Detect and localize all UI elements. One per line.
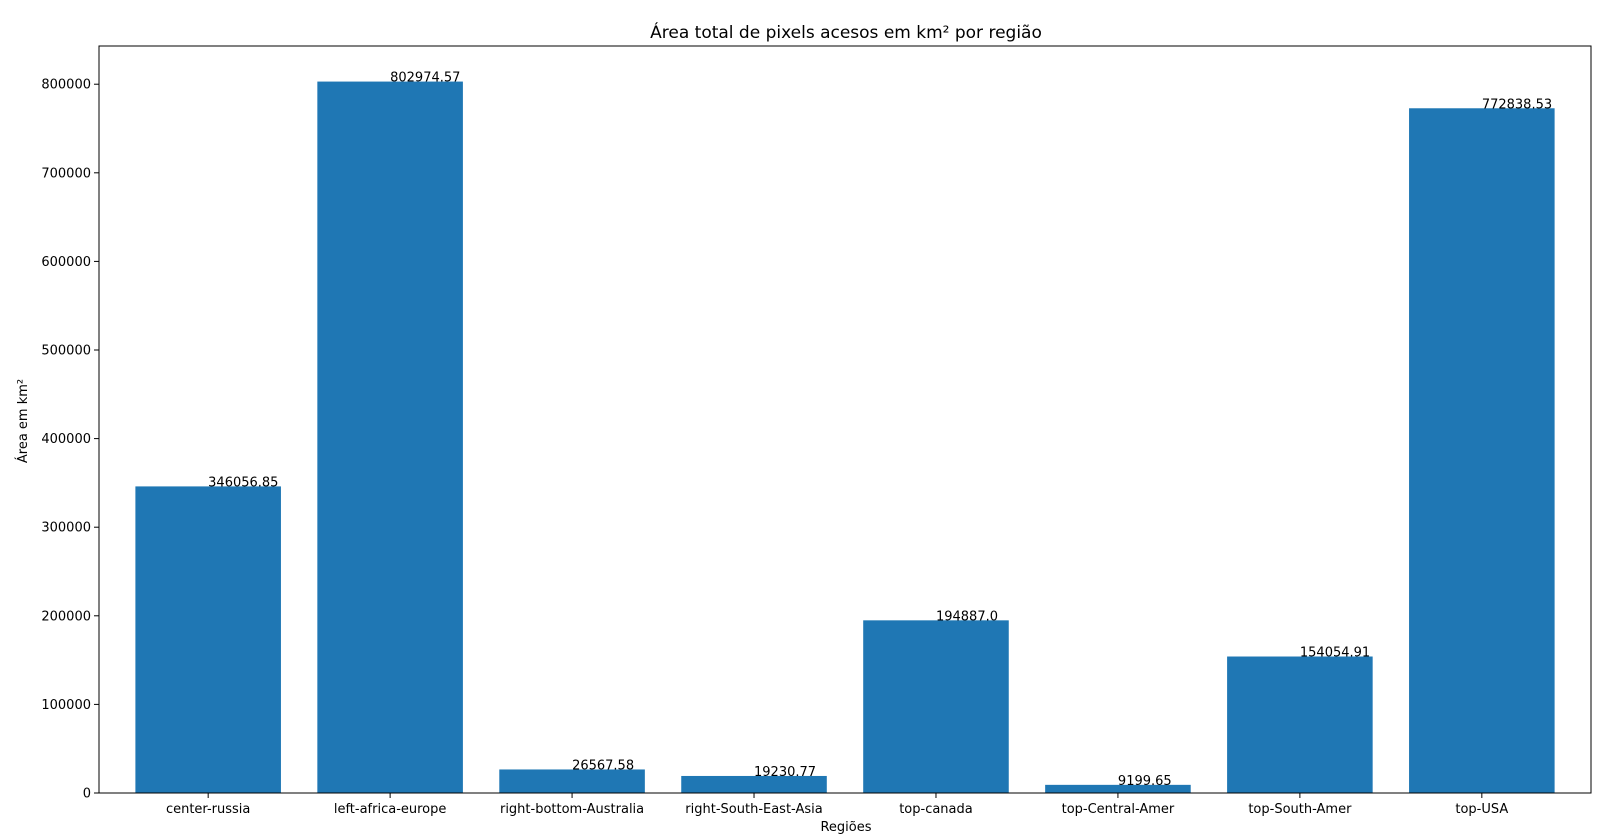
x-axis-label: Regiões	[820, 820, 871, 835]
y-tick-label: 400000	[41, 432, 91, 447]
x-tick-label: top-canada	[899, 802, 973, 817]
plot-area: 346056.85 802974.57 26567.58 19230.77 194887…	[41, 45, 1592, 817]
bar-value-label: 19230.77	[754, 765, 816, 780]
bar-value-label: 154054.91	[1300, 646, 1370, 661]
axes-frame	[98, 45, 1592, 794]
y-tick-label: 300000	[41, 521, 91, 536]
x-tick-label: right-bottom-Australia	[500, 802, 644, 817]
x-tick-label: center-russia	[166, 802, 250, 817]
bar-center-russia	[135, 486, 281, 793]
bar-value-label: 346056.85	[208, 475, 278, 490]
y-tick-label: 800000	[41, 78, 91, 93]
y-tick-label: 0	[83, 787, 91, 802]
y-tick-label: 100000	[41, 698, 91, 713]
bar-value-label: 802974.57	[390, 71, 460, 86]
bar-top-USA	[1409, 108, 1555, 793]
x-tick-label: left-africa-europe	[334, 802, 447, 817]
bar-value-label: 194887.0	[936, 609, 998, 624]
bar-value-label: 772838.53	[1482, 97, 1552, 112]
chart-title: Área total de pixels acesos em km² por r…	[650, 21, 1042, 43]
x-tick-label: top-Central-Amer	[1062, 802, 1175, 817]
y-tick-label: 700000	[41, 166, 91, 181]
bar-value-label: 9199.65	[1118, 774, 1172, 789]
y-tick-label: 500000	[41, 344, 91, 359]
bar-left-africa-europe	[317, 81, 463, 793]
bar-value-label: 26567.58	[572, 758, 634, 773]
bar-right-South-East-Asia	[681, 775, 827, 793]
bar-top-canada	[863, 620, 1009, 793]
bar-top-Central-Amer	[1045, 784, 1191, 793]
x-tick-label: top-South-Amer	[1248, 802, 1352, 817]
x-tick-label: right-South-East-Asia	[685, 802, 822, 817]
y-tick-label: 600000	[41, 255, 91, 270]
y-axis-label: Área em km²	[15, 379, 31, 463]
x-tick-label: top-USA	[1455, 802, 1508, 817]
bar-top-South-Amer	[1227, 656, 1373, 793]
y-tick-label: 200000	[41, 609, 91, 624]
bar-right-bottom-Australia	[499, 769, 645, 793]
